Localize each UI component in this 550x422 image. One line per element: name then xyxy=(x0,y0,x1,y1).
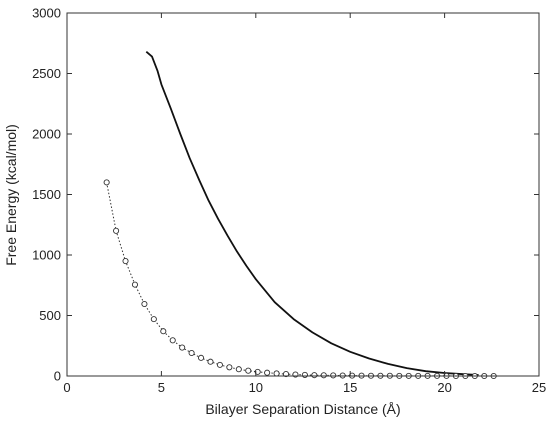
data-point-marker xyxy=(113,227,120,234)
y-tick-label: 500 xyxy=(39,308,61,323)
data-point-marker xyxy=(330,372,337,379)
data-point-marker xyxy=(254,368,261,375)
x-tick-label: 5 xyxy=(158,380,165,395)
plot-frame xyxy=(66,12,540,377)
data-point-marker xyxy=(235,366,242,373)
data-point-marker xyxy=(264,369,271,376)
data-point-marker xyxy=(169,337,176,344)
data-point-marker xyxy=(103,179,110,186)
x-tick-label: 10 xyxy=(249,380,263,395)
data-point-marker xyxy=(160,328,167,335)
data-point-marker xyxy=(188,349,195,357)
data-point-marker xyxy=(131,281,139,288)
data-point-marker xyxy=(122,257,129,265)
data-point-marker xyxy=(301,371,308,378)
x-tick-label: 25 xyxy=(532,380,546,395)
data-point-marker xyxy=(245,367,252,374)
y-tick-label: 1500 xyxy=(32,187,61,202)
data-point-marker xyxy=(311,372,318,379)
data-point-marker xyxy=(273,370,280,377)
data-point-marker xyxy=(320,372,327,379)
data-point-marker xyxy=(216,361,223,368)
data-point-marker xyxy=(141,300,148,308)
y-tick-label: 3000 xyxy=(32,6,61,21)
data-point-marker xyxy=(282,371,290,378)
data-point-marker xyxy=(179,344,186,351)
y-tick-label: 0 xyxy=(54,369,61,384)
data-point-marker xyxy=(226,364,233,371)
series-dotted-line xyxy=(106,182,494,377)
x-axis-title: Bilayer Separation Distance (Å) xyxy=(205,401,400,417)
axes: 0 5 10 15 20 25 0 500 1000 1500 2000 2500 3000 xyxy=(32,6,546,396)
y-axis-title: Free Energy (kcal/mol) xyxy=(3,124,19,266)
series-solid-line xyxy=(145,51,479,376)
x-tick-label: 20 xyxy=(437,380,451,395)
data-point-marker xyxy=(197,354,205,361)
data-point-marker xyxy=(207,358,214,365)
x-tick-label: 15 xyxy=(343,380,357,395)
data-point-marker xyxy=(150,316,157,323)
plot-area xyxy=(103,51,497,380)
y-tick-label: 2500 xyxy=(32,66,61,81)
x-tick-label: 0 xyxy=(63,380,70,395)
y-tick-label: 2000 xyxy=(32,127,61,142)
y-tick-label: 1000 xyxy=(32,248,61,263)
